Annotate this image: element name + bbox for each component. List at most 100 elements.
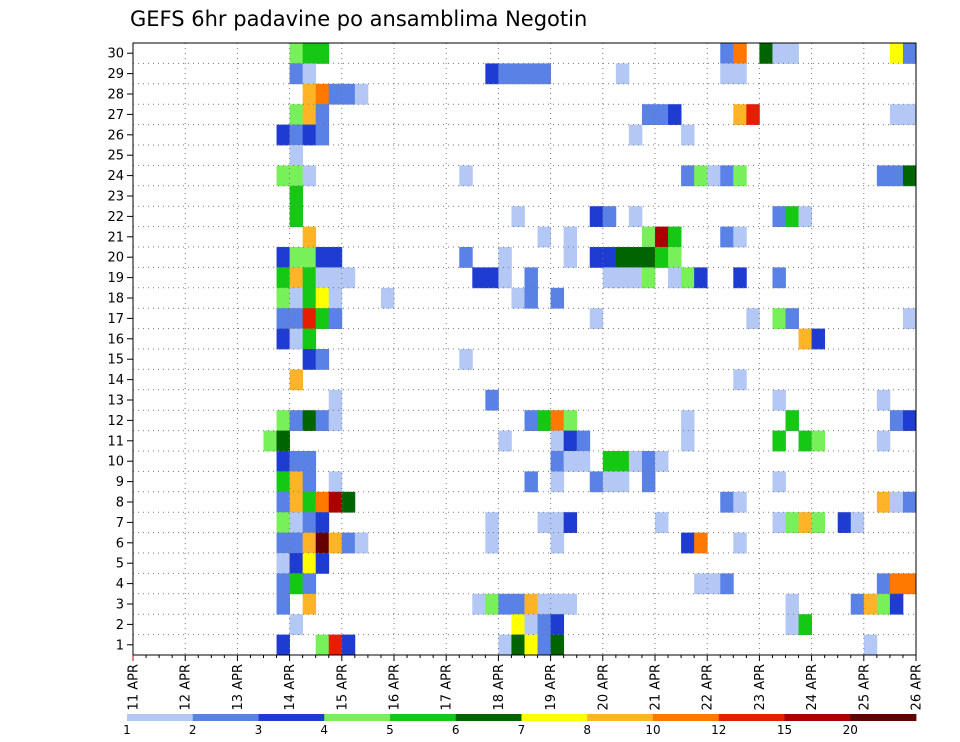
y-tick-label: 14 — [107, 373, 124, 388]
y-tick-label: 30 — [107, 47, 124, 62]
heatmap-cell — [668, 247, 682, 268]
heatmap-cell — [655, 226, 669, 248]
heatmap-cell — [315, 308, 330, 329]
heatmap-cell — [615, 63, 630, 85]
heatmap-cell — [785, 43, 799, 64]
heatmap-cell — [276, 471, 290, 493]
heatmap-cell — [811, 430, 826, 452]
heatmap-cell — [641, 471, 656, 493]
x-tick-label: 12 APR — [179, 664, 194, 710]
heatmap-cell — [315, 287, 330, 309]
heatmap-cell — [902, 43, 917, 64]
y-tick-label: 22 — [107, 210, 124, 225]
heatmap-cell — [681, 410, 695, 431]
heatmap-cell — [341, 491, 356, 513]
heatmap-cell — [276, 553, 290, 574]
heatmap-cell — [563, 247, 578, 268]
y-tick-label: 15 — [107, 353, 124, 368]
y-tick-label: 28 — [107, 88, 124, 103]
heatmap-cell — [876, 491, 891, 513]
heatmap-cell — [289, 206, 304, 227]
y-tick-label: 10 — [107, 455, 124, 470]
heatmap-cell — [850, 593, 865, 615]
heatmap-cell — [537, 614, 551, 635]
heatmap-cell — [798, 512, 812, 533]
heatmap-cell — [289, 471, 304, 493]
heatmap-cell — [550, 471, 565, 493]
heatmap-cell — [524, 593, 538, 615]
heatmap-cell — [850, 512, 865, 533]
legend-swatch — [127, 714, 194, 721]
y-tick-label: 25 — [107, 149, 124, 164]
legend-label: 1 — [123, 723, 131, 737]
heatmap-cell — [289, 63, 304, 85]
heatmap-cell — [315, 247, 330, 268]
heatmap-cell — [602, 206, 617, 227]
heatmap-cell — [550, 614, 565, 635]
heatmap-cell — [720, 226, 734, 248]
heatmap-cell — [720, 63, 734, 85]
heatmap-cell — [315, 491, 330, 513]
heatmap-cell — [589, 206, 604, 227]
heatmap-cell — [276, 512, 290, 533]
heatmap-cell — [524, 410, 538, 431]
heatmap-cell — [289, 491, 304, 513]
heatmap-cell — [302, 491, 317, 513]
legend-swatch — [784, 714, 851, 721]
y-tick-label: 1 — [116, 638, 124, 653]
heatmap-cell — [302, 328, 317, 350]
heatmap-cell — [276, 165, 290, 187]
heatmap-cell — [550, 512, 565, 533]
legend-label: 7 — [518, 723, 526, 737]
heatmap-cell — [498, 593, 512, 615]
heatmap-cell — [289, 104, 304, 125]
heatmap-cell — [889, 104, 904, 125]
heatmap-cell — [289, 287, 304, 309]
x-tick-label: 25 APR — [857, 664, 872, 710]
heatmap-cell — [537, 410, 551, 431]
heatmap-cell — [733, 104, 747, 125]
heatmap-cell — [511, 206, 525, 227]
heatmap-cell — [302, 104, 317, 125]
heatmap-cell — [772, 430, 786, 452]
legend-label: 15 — [777, 723, 792, 737]
heatmap-cell — [902, 104, 917, 125]
legend-swatch — [324, 714, 391, 721]
heatmap-cell — [615, 471, 630, 493]
heatmap-cell — [485, 267, 499, 289]
heatmap-cell — [694, 165, 708, 187]
heatmap-cell — [876, 430, 891, 452]
legend-swatch — [455, 714, 522, 721]
y-tick-label: 18 — [107, 292, 124, 307]
heatmap-cell — [798, 614, 812, 635]
heatmap-cell — [641, 267, 656, 289]
heatmap-cell — [681, 430, 695, 452]
heatmap-cell — [498, 430, 512, 452]
heatmap-cell — [315, 634, 330, 656]
heatmap-cell — [681, 124, 695, 146]
x-tick-label: 24 APR — [805, 664, 820, 710]
heatmap-cell — [459, 349, 473, 370]
heatmap-cell — [550, 430, 565, 452]
heatmap-cell — [276, 124, 290, 146]
heatmap-cell — [733, 491, 747, 513]
heatmap-cell — [354, 83, 369, 105]
heatmap-cell — [589, 471, 604, 493]
heatmap-cell — [315, 104, 330, 125]
heatmap-cell — [537, 593, 551, 615]
heatmap-cell — [746, 308, 760, 329]
heatmap-cell — [511, 614, 525, 635]
heatmap-cell — [328, 471, 343, 493]
heatmap-cell — [772, 471, 786, 493]
heatmap-cell — [902, 410, 917, 431]
heatmap-cell — [511, 634, 525, 656]
heatmap-cell — [524, 634, 538, 656]
x-tick-label: 13 APR — [231, 664, 246, 710]
legend-label: 6 — [452, 723, 460, 737]
heatmap-cell — [289, 410, 304, 431]
heatmap-cell — [798, 430, 812, 452]
heatmap-cell — [289, 165, 304, 187]
heatmap-cell — [498, 267, 512, 289]
heatmap-cell — [668, 104, 682, 125]
heatmap-cell — [563, 226, 578, 248]
